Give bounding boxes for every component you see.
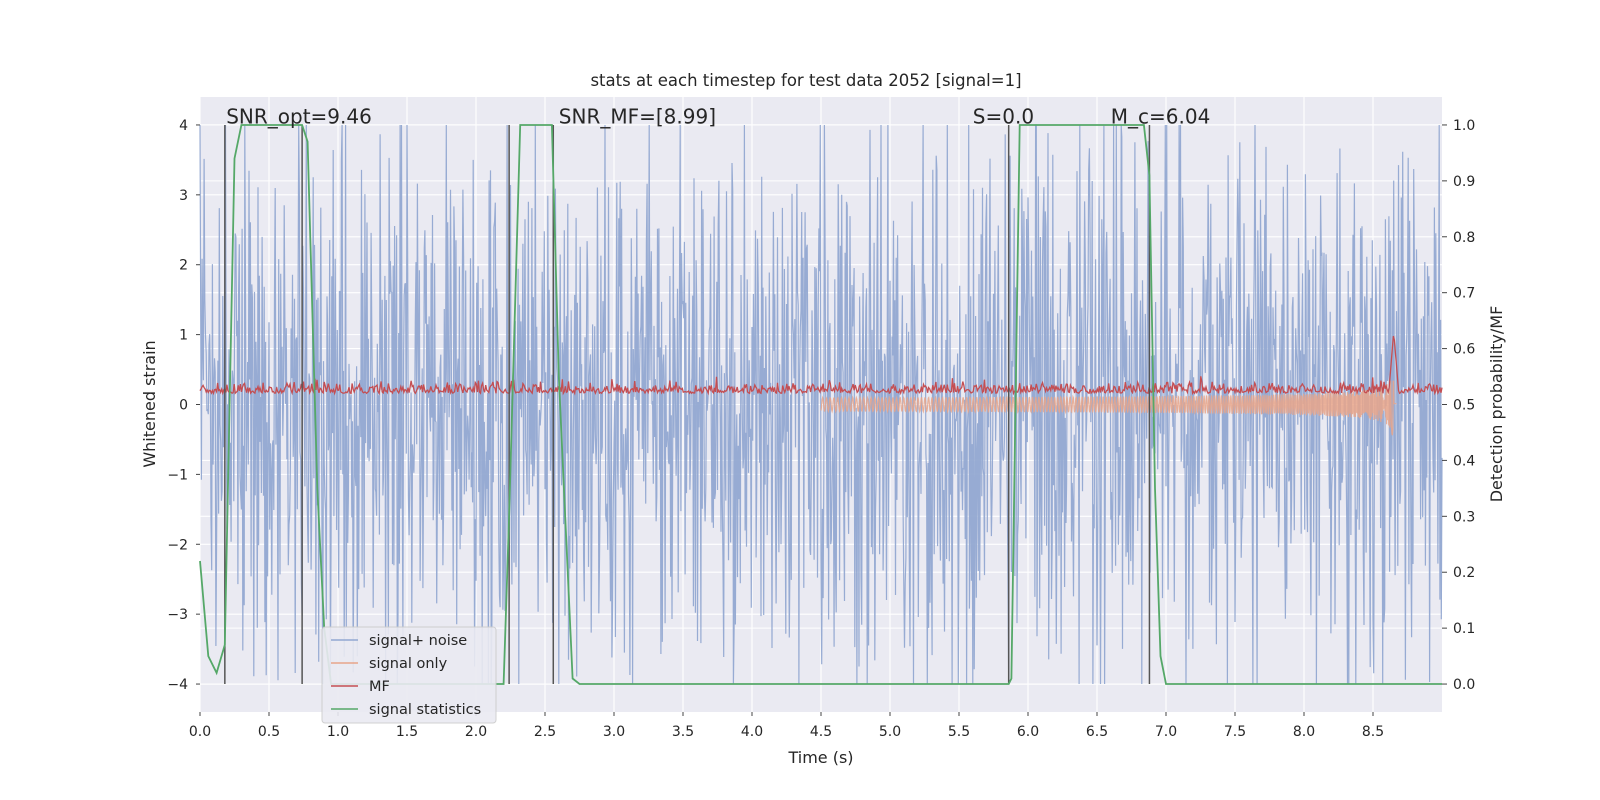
y-tick-label-8: 4 xyxy=(179,118,188,134)
x-tick-label-15: 7.5 xyxy=(1224,724,1246,740)
legend-label-signal-statistics: signal statistics xyxy=(369,702,481,718)
x-tick-label-5: 2.5 xyxy=(534,724,556,740)
series-signal-statistics xyxy=(199,124,1442,685)
x-tick-label-17: 8.5 xyxy=(1362,724,1384,740)
y-tick-label-2: −2 xyxy=(167,537,188,553)
x-tick-label-12: 6.0 xyxy=(1017,724,1039,740)
y-tick-label-3: −1 xyxy=(167,467,188,483)
y-right-tick-label-2: 0.2 xyxy=(1453,565,1475,581)
y-right-tick-label-9: 0.9 xyxy=(1453,174,1475,190)
y-tick-label-5: 1 xyxy=(179,328,188,344)
y-right-tick-label-8: 0.8 xyxy=(1453,230,1475,246)
y-axis-label: Whitened strain xyxy=(140,340,159,467)
y-right-tick-label-7: 0.7 xyxy=(1453,286,1475,302)
y-right-axis-label: Detection probability/MF xyxy=(1487,306,1506,503)
x-tick-label-11: 5.5 xyxy=(948,724,970,740)
y-right-tick-label-6: 0.6 xyxy=(1453,342,1475,358)
annotation-0: SNR_opt=9.46 xyxy=(226,104,372,128)
x-tick-label-7: 3.5 xyxy=(672,724,694,740)
annotations: SNR_opt=9.46 SNR_MF=[8.99] S=0.0 M_c=6.04 xyxy=(226,104,1210,128)
x-tick-label-14: 7.0 xyxy=(1155,724,1177,740)
mf-line xyxy=(199,335,1443,396)
x-tick-label-2: 1.0 xyxy=(327,724,349,740)
x-axis-ticks: 0.0 0.5 1.0 1.5 2.0 2.5 3.0 3.5 4.0 4.5 5.0 5.5 6.0 6… xyxy=(189,712,1384,740)
y-right-tick-label-1: 0.1 xyxy=(1453,621,1475,637)
annotation-3: M_c=6.04 xyxy=(1111,104,1211,128)
x-tick-label-16: 8.0 xyxy=(1293,724,1315,740)
y-right-axis-ticks: 0.0 0.1 0.2 0.3 0.4 0.5 0.6 0.7 0.8 0.9 1.0 xyxy=(1442,118,1475,693)
legend-label-mf: MF xyxy=(369,679,390,695)
legend: signal+ noise signal only MF signal stat… xyxy=(321,626,497,724)
y-right-tick-label-5: 0.5 xyxy=(1453,398,1475,414)
y-axis-ticks: −4 −3 −2 −1 0 1 2 3 4 xyxy=(167,118,200,693)
x-tick-label-9: 4.5 xyxy=(810,724,832,740)
y-tick-label-4: 0 xyxy=(179,398,188,414)
y-tick-label-7: 3 xyxy=(179,188,188,204)
x-tick-label-4: 2.0 xyxy=(465,724,487,740)
x-tick-label-8: 4.0 xyxy=(741,724,763,740)
signal-noise-line xyxy=(199,124,1443,685)
y-tick-label-1: −3 xyxy=(167,607,188,623)
y-tick-label-6: 2 xyxy=(179,258,188,274)
x-tick-label-10: 5.0 xyxy=(879,724,901,740)
chart-title: stats at each timestep for test data 205… xyxy=(590,71,1021,90)
y-tick-label-0: −4 xyxy=(167,677,188,693)
x-tick-label-0: 0.0 xyxy=(189,724,211,740)
x-tick-label-13: 6.5 xyxy=(1086,724,1108,740)
series-mf xyxy=(199,335,1443,396)
annotation-2: S=0.0 xyxy=(973,104,1034,128)
x-tick-label-6: 3.0 xyxy=(603,724,625,740)
signal-only-line xyxy=(820,380,1397,436)
vertical-markers xyxy=(224,124,1151,685)
annotation-1: SNR_MF=[8.99] xyxy=(559,104,716,128)
y-right-tick-label-4: 0.4 xyxy=(1453,453,1475,469)
x-axis-label: Time (s) xyxy=(787,748,853,767)
y-right-tick-label-3: 0.3 xyxy=(1453,509,1475,525)
legend-label-signal-noise: signal+ noise xyxy=(369,633,467,649)
y-right-tick-label-10: 1.0 xyxy=(1453,118,1475,134)
x-tick-label-3: 1.5 xyxy=(396,724,418,740)
series-signal-noise xyxy=(199,124,1443,685)
signal-statistics-line xyxy=(199,124,1442,685)
x-tick-label-1: 0.5 xyxy=(258,724,280,740)
y-right-tick-label-0: 0.0 xyxy=(1453,677,1475,693)
legend-box xyxy=(321,626,497,724)
legend-label-signal-only: signal only xyxy=(369,656,448,672)
series-signal-only xyxy=(820,380,1397,436)
